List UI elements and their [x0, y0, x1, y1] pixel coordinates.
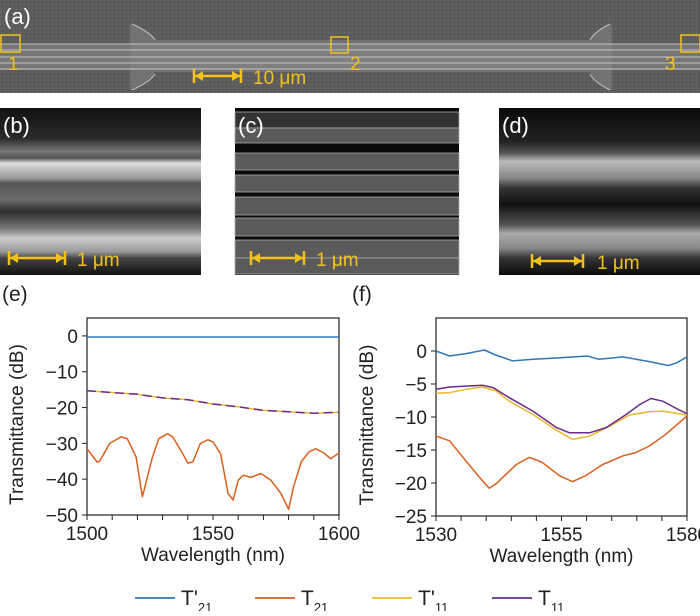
- panel-label-f: (f): [352, 283, 372, 306]
- legend-label-main: T: [301, 587, 314, 610]
- legend-item: T'21: [135, 587, 212, 615]
- region-box-3: [680, 34, 700, 53]
- x-tick-label: 1550: [192, 524, 234, 545]
- y-tick-label: −50: [46, 506, 78, 527]
- y-tick-label: −40: [46, 470, 78, 491]
- sem-panel-a: (a) 1 2 3 10 μm: [0, 0, 700, 93]
- series-line-t11: [86, 389, 340, 415]
- x-tick-label: 1600: [318, 524, 360, 545]
- scale-label-d: 1 μm: [597, 253, 640, 274]
- legend-item: T11: [492, 587, 564, 615]
- legend-label: T'11: [418, 587, 448, 611]
- y-tick-label: −20: [46, 399, 78, 420]
- y-tick-label: −30: [46, 434, 78, 455]
- x-axis-label: Wavelength (nm): [490, 546, 634, 567]
- scale-label-a: 10 μm: [253, 68, 306, 89]
- legend-label-main: T: [538, 587, 551, 610]
- y-tick-label: −20: [395, 474, 427, 495]
- marker-1: 1: [8, 54, 19, 75]
- panel-label-b: (b): [3, 113, 30, 138]
- marker-2: 2: [350, 54, 361, 75]
- waveguide-stripe: [234, 127, 460, 144]
- y-axis-label: Transmittance (dB): [357, 345, 378, 506]
- plot-frame: [435, 317, 688, 517]
- y-tick-label: 0: [67, 327, 78, 348]
- y-axis-label: Transmittance (dB): [7, 344, 28, 505]
- panel-label-a: (a): [4, 4, 31, 29]
- x-axis-label: Wavelength (nm): [141, 545, 285, 566]
- waveguide-stripe: [234, 174, 460, 193]
- series-line-t21: [86, 432, 340, 511]
- x-tick-label: 1530: [415, 525, 457, 546]
- legend-label-main: T': [181, 587, 198, 610]
- waveguide-stripe: [234, 257, 460, 275]
- legend-label: T11: [538, 587, 564, 611]
- series-line-tprime21: [435, 349, 688, 367]
- legend-label: T21: [301, 587, 328, 611]
- legend-label-main: T': [418, 587, 435, 610]
- waveguide-stripe: [234, 152, 460, 171]
- plot-frame: [86, 317, 340, 516]
- legend-item: T21: [255, 587, 328, 615]
- waveguide-stripe: [234, 196, 460, 216]
- y-tick-label: −10: [46, 363, 78, 384]
- series-line-t11: [435, 384, 688, 434]
- series-line-t21: [435, 415, 688, 490]
- legend: T'21 T21 T'11 T11: [135, 587, 564, 615]
- region-box-2: [330, 36, 349, 54]
- y-tick-label: −5: [405, 375, 427, 396]
- chart-e: 1500 1550 1600 0 −10 −20 −30 −40 −50 Wavelength (…: [7, 317, 360, 566]
- y-tick-label: −10: [395, 408, 427, 429]
- region-box-1: [0, 34, 21, 53]
- y-tick-label: −25: [395, 507, 427, 528]
- panel-label-e: (e): [2, 283, 28, 306]
- scale-label-c: 1 μm: [316, 250, 359, 271]
- y-tick-label: 0: [416, 342, 427, 363]
- sem-panel-d: (d) 1 μm: [499, 108, 700, 275]
- legend-label: T'21: [181, 587, 212, 611]
- panel-label-c: (c): [238, 113, 264, 138]
- legend-label-sub: 11: [551, 600, 565, 611]
- scale-bar-a: [192, 69, 243, 83]
- marker-3: 3: [665, 54, 676, 75]
- sem-panel-b: (b) 1 μm: [0, 108, 201, 275]
- waveguide-stripe: [234, 111, 460, 129]
- legend-label-sub: 21: [314, 600, 328, 611]
- legend-label-sub: 11: [435, 600, 449, 611]
- legend-label-sub: 21: [198, 600, 212, 611]
- scale-label-b: 1 μm: [77, 250, 120, 271]
- legend-item: T'11: [372, 587, 448, 615]
- x-tick-label: 1555: [540, 525, 582, 546]
- x-tick-label: 1500: [66, 524, 108, 545]
- panel-label-d: (d): [502, 113, 529, 138]
- series-line-tprime11: [435, 386, 688, 441]
- series-line-tprime11: [86, 389, 340, 415]
- waveguide-stripe: [234, 217, 460, 237]
- y-tick-label: −15: [395, 441, 427, 462]
- sem-panel-c: (c) 1 μm: [234, 108, 460, 275]
